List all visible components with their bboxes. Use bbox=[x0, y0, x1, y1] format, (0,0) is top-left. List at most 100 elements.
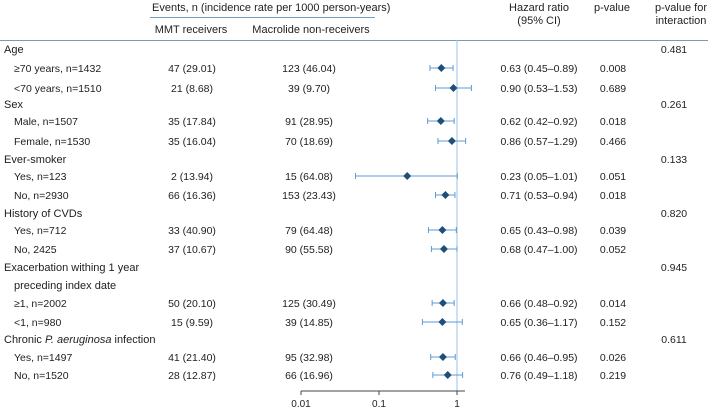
cell-mmt: 41 (21.40) bbox=[168, 352, 216, 364]
cell-non-receivers: 90 (55.58) bbox=[285, 244, 333, 256]
cell-mmt: 15 (9.59) bbox=[170, 317, 214, 329]
cell-non-receivers: 66 (16.96) bbox=[285, 370, 333, 382]
col-header-mmt: MMT receivers bbox=[154, 24, 228, 36]
cell-non-receivers: 125 (30.49) bbox=[282, 298, 336, 310]
cell-pvalue: 0.018 bbox=[599, 116, 627, 128]
cell-non-receivers: 79 (64.48) bbox=[285, 225, 333, 237]
cell-hr: 0.63 (0.45–0.89) bbox=[500, 63, 578, 75]
cell-mmt: 50 (20.10) bbox=[168, 298, 216, 310]
p-interaction-age: 0.481 bbox=[660, 44, 688, 56]
cell-mmt: 47 (29.01) bbox=[168, 63, 216, 75]
x-tick-label: 0.01 bbox=[291, 399, 311, 410]
row-label: No, n=1520 bbox=[14, 370, 69, 382]
row-label: Male, n=1507 bbox=[14, 116, 78, 128]
cell-pvalue: 0.018 bbox=[599, 190, 627, 202]
header-bottom-rule bbox=[0, 40, 708, 41]
row-label: Yes, n=712 bbox=[14, 225, 67, 237]
col-header-pvalue: p-value bbox=[593, 2, 631, 14]
hr-marker bbox=[443, 371, 452, 379]
cell-pvalue: 0.026 bbox=[599, 352, 627, 364]
row-label: Yes, n=123 bbox=[14, 171, 67, 183]
events-header-underline bbox=[150, 17, 375, 18]
p-interaction-sex: 0.261 bbox=[660, 99, 688, 111]
hr-marker bbox=[449, 84, 458, 92]
cell-hr: 0.62 (0.42–0.92) bbox=[500, 116, 578, 128]
group-label-p-aeruginosa-italic: P. aeruginosa bbox=[44, 334, 112, 346]
cell-mmt: 35 (16.04) bbox=[168, 136, 216, 148]
cell-pvalue: 0.014 bbox=[599, 298, 627, 310]
cell-mmt: 66 (16.36) bbox=[168, 190, 216, 202]
row-label: Yes, n=1497 bbox=[14, 352, 73, 364]
group-label-exacerbation-line2: preceding index date bbox=[14, 280, 117, 292]
cell-pvalue: 0.052 bbox=[599, 244, 627, 256]
group-label-p-aeruginosa-prefix: Chronic bbox=[4, 334, 45, 346]
p-interaction-history-cvds: 0.820 bbox=[660, 208, 688, 220]
hr-marker bbox=[438, 226, 447, 234]
cell-non-receivers: 39 (9.70) bbox=[287, 83, 331, 95]
cell-mmt: 2 (13.94) bbox=[170, 171, 214, 183]
cell-hr: 0.66 (0.46–0.95) bbox=[500, 352, 578, 364]
cell-pvalue: 0.008 bbox=[599, 63, 627, 75]
group-label-sex: Sex bbox=[4, 99, 23, 111]
hr-marker bbox=[438, 318, 447, 326]
row-label: ≥1, n=2002 bbox=[14, 298, 67, 310]
hr-marker bbox=[437, 64, 446, 72]
group-label-history-cvds: History of CVDs bbox=[4, 208, 83, 220]
hr-marker bbox=[447, 137, 456, 145]
group-label-age: Age bbox=[4, 44, 24, 56]
cell-mmt: 21 (8.68) bbox=[170, 83, 214, 95]
cell-hr: 0.90 (0.53–1.53) bbox=[500, 83, 578, 95]
cell-non-receivers: 153 (23.43) bbox=[282, 190, 336, 202]
p-interaction-ever-smoker: 0.133 bbox=[660, 154, 688, 166]
cell-non-receivers: 91 (28.95) bbox=[285, 116, 333, 128]
cell-hr: 0.23 (0.05–1.01) bbox=[500, 171, 578, 183]
hr-marker bbox=[403, 172, 412, 180]
group-label-exacerbation: Exacerbation withing 1 year bbox=[4, 262, 140, 274]
row-label: ≥70 years, n=1432 bbox=[14, 63, 102, 75]
col-header-hr-line2: (95% CI) bbox=[517, 15, 561, 27]
col-header-pint-line2: interaction bbox=[655, 15, 707, 27]
cell-pvalue: 0.466 bbox=[599, 136, 627, 148]
cell-non-receivers: 15 (64.08) bbox=[285, 171, 333, 183]
cell-hr: 0.68 (0.47–1.00) bbox=[500, 244, 578, 256]
cell-mmt: 33 (40.90) bbox=[168, 225, 216, 237]
cell-mmt: 37 (10.67) bbox=[168, 244, 216, 256]
p-interaction-p-aeruginosa: 0.611 bbox=[661, 334, 687, 346]
hr-marker bbox=[438, 353, 447, 361]
cell-pvalue: 0.689 bbox=[599, 83, 627, 95]
hr-marker bbox=[436, 117, 445, 125]
events-header-title: Events, n (incidence rate per 1000 perso… bbox=[152, 2, 391, 14]
hr-marker bbox=[439, 245, 448, 253]
cell-mmt: 35 (17.84) bbox=[168, 116, 216, 128]
col-header-hr-line1: Hazard ratio bbox=[509, 2, 569, 14]
cell-hr: 0.86 (0.57–1.29) bbox=[500, 136, 578, 148]
hr-marker bbox=[441, 191, 450, 199]
group-label-p-aeruginosa-suffix: infection bbox=[111, 334, 156, 346]
cell-pvalue: 0.219 bbox=[599, 370, 627, 382]
cell-hr: 0.66 (0.48–0.92) bbox=[500, 298, 578, 310]
cell-mmt: 28 (12.87) bbox=[168, 370, 216, 382]
row-label: No, 2425 bbox=[14, 244, 57, 256]
cell-pvalue: 0.051 bbox=[599, 171, 627, 183]
row-label: <70 years, n=1510 bbox=[14, 83, 102, 95]
cell-non-receivers: 39 (14.85) bbox=[285, 317, 333, 329]
row-label: Female, n=1530 bbox=[14, 136, 91, 148]
cell-hr: 0.71 (0.53–0.94) bbox=[500, 190, 578, 202]
cell-hr: 0.76 (0.49–1.18) bbox=[500, 370, 578, 382]
p-interaction-exacerbation: 0.945 bbox=[660, 262, 688, 274]
cell-pvalue: 0.152 bbox=[599, 317, 627, 329]
x-tick-label: 1 bbox=[454, 399, 460, 410]
x-tick-label: 0.1 bbox=[372, 399, 386, 410]
cell-non-receivers: 95 (32.98) bbox=[285, 352, 333, 364]
col-header-non-receivers: Macrolide non-receivers bbox=[252, 24, 370, 36]
row-label: <1, n=980 bbox=[14, 317, 62, 329]
group-label-p-aeruginosa: Chronic P. aeruginosa infection bbox=[4, 335, 155, 346]
row-label: No, n=2930 bbox=[14, 190, 69, 202]
hr-marker bbox=[438, 299, 447, 307]
group-label-ever-smoker: Ever-smoker bbox=[4, 154, 67, 166]
cell-pvalue: 0.039 bbox=[599, 225, 627, 237]
cell-hr: 0.65 (0.36–1.17) bbox=[500, 317, 578, 329]
col-header-pint-line1: p-value for bbox=[655, 2, 707, 14]
cell-hr: 0.65 (0.43–0.98) bbox=[500, 225, 578, 237]
